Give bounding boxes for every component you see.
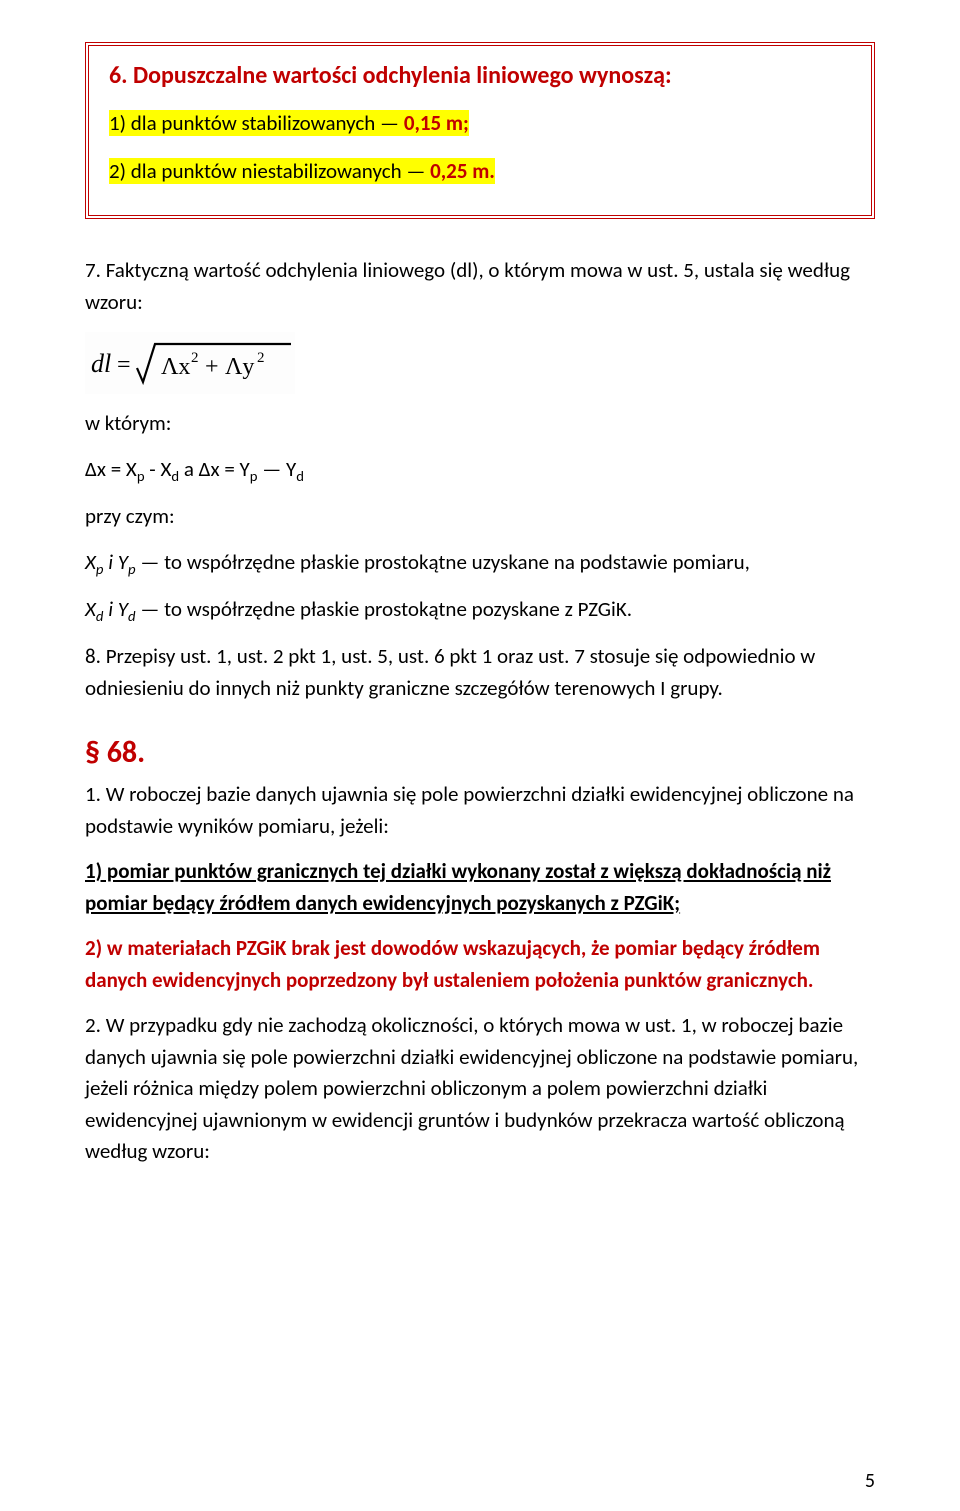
page-number: 5 (865, 1469, 875, 1493)
svg-text:2: 2 (191, 350, 199, 366)
box-line-2: 2) dla punktów niestabilizowanych — 0,25… (109, 156, 851, 188)
sub-d-2: d (296, 467, 304, 485)
delta-part-1: Δx = X (85, 456, 137, 482)
delta-part-3: a Δx = Y (179, 456, 250, 482)
w-ktorym-label: w którym: (85, 408, 875, 440)
yp-sub: p (128, 560, 136, 578)
svg-text:Λx: Λx (161, 354, 190, 380)
xd-x: X (85, 596, 96, 622)
box-line-2-val: 0,25 m. (430, 158, 495, 184)
box-section-6: 6. Dopuszczalne wartości odchylenia lini… (85, 42, 875, 219)
xpyp-rest: — to współrzędne płaskie prostokątne uzy… (136, 549, 750, 575)
xdyd-definition: Xd i Yd — to współrzędne płaskie prostok… (85, 594, 875, 627)
para-7: 7. Faktyczną wartość odchylenia linioweg… (85, 255, 875, 318)
s68-list-item-2: 2) w materiałach PZGiK brak jest dowodów… (85, 933, 875, 996)
delta-part-2: - X (145, 456, 172, 482)
box-line-1: 1) dla punktów stabilizowanych — 0,15 m; (109, 108, 851, 140)
section-68-heading: § 68. (85, 734, 875, 771)
box-title: 6. Dopuszczalne wartości odchylenia lini… (109, 60, 851, 92)
xd-mid: i Y (103, 596, 128, 622)
svg-text:dl: dl (91, 349, 111, 378)
sub-d-1: d (171, 467, 179, 485)
sub-p-2: p (250, 467, 258, 485)
yd-sub: d (128, 607, 136, 625)
s68-para-2: 2. W przypadku gdy nie zachodzą okoliczn… (85, 1010, 875, 1168)
svg-text:=: = (117, 352, 131, 378)
svg-text:Λy: Λy (225, 354, 254, 380)
xdyd-rest: — to współrzędne płaskie prostokątne poz… (136, 596, 632, 622)
xp-x: X (85, 549, 96, 575)
delta-part-4: — Y (258, 456, 297, 482)
svg-text:2: 2 (257, 350, 265, 366)
box-line-1-pre: 1) dla punktów stabilizowanych — (109, 110, 404, 136)
xp-mid: i Y (103, 549, 128, 575)
box-line-1-val: 0,15 m; (404, 110, 469, 136)
para-8: 8. Przepisy ust. 1, ust. 2 pkt 1, ust. 5… (85, 641, 875, 704)
box-line-2-pre: 2) dla punktów niestabilizowanych — (109, 158, 430, 184)
s68-para-1: 1. W roboczej bazie danych ujawnia się p… (85, 779, 875, 842)
s68-list-item-1: 1) pomiar punktów granicznych tej działk… (85, 856, 875, 919)
xpyp-definition: Xp i Yp — to współrzędne płaskie prostok… (85, 547, 875, 580)
przy-czym-label: przy czym: (85, 501, 875, 533)
formula-image: dl = Λx 2 + Λy 2 (85, 332, 875, 394)
sub-p-1: p (137, 467, 145, 485)
svg-text:+: + (205, 354, 219, 380)
page: 6. Dopuszczalne wartości odchylenia lini… (0, 0, 960, 1511)
delta-definition: Δx = Xp - Xd a Δx = Yp — Yd (85, 454, 875, 487)
